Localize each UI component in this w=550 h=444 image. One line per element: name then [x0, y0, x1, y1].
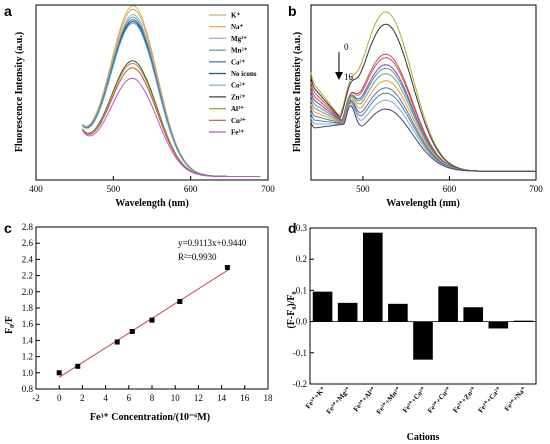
panel-c-xtick-label: 6	[127, 393, 132, 403]
panel-a-xtick-label: 600	[184, 184, 198, 194]
panel-d-bar	[438, 286, 458, 322]
panel-c-xtick-label: 2	[80, 393, 85, 403]
panel-c-data-point	[149, 317, 155, 323]
panel-c-data-point	[129, 328, 135, 334]
panel-c-ytick-label: 1.2	[22, 352, 33, 362]
panel-c-ytick-label: 2.6	[22, 238, 34, 248]
panel-a-legend-label: Mn²⁺	[231, 47, 248, 55]
panel-c-ylabel: F₀/F	[4, 316, 15, 334]
panel-b-label: b	[288, 3, 297, 19]
panel-b-ylabel: Fluorescence Intensity (a.u.)	[292, 32, 303, 152]
panel-a-ylabel: Fluorescence Intensity (a.u.)	[14, 32, 25, 152]
panel-c-xtick-label: 18	[264, 393, 274, 403]
panel-a-legend-label: K⁺	[231, 12, 240, 20]
panel-c-xtick-label: 10	[171, 393, 181, 403]
panel-b-xtick-label: 500	[356, 184, 370, 194]
panel-c-data-point	[75, 363, 81, 369]
panel-c-ytick-label: 0.8	[22, 384, 34, 394]
panel-c-points	[56, 265, 230, 376]
panel-b-arrow-bottom-label: 16	[344, 72, 354, 82]
panel-d-bar	[463, 307, 484, 322]
panel-d-ytick-label: 0.2	[296, 254, 307, 264]
panel-c-xtick-label: 16	[240, 393, 250, 403]
panel-d-bars	[312, 232, 534, 360]
panel-c-ticks: -2 0 2 4 6 8 10 12 14 16 18 0.8 1.0 1.2 1.4 1.6 1.8 2.0 2.…	[22, 222, 273, 403]
panel-d-ytick-label: 0.1	[296, 285, 307, 295]
panel-d-xlabel: Cations	[407, 432, 440, 443]
panel-a-ticks: 400 500 600 700	[29, 176, 275, 194]
panel-d-bar	[337, 302, 358, 322]
panel-c-ytick-label: 1.8	[22, 303, 34, 313]
panel-a-legend-label: Al³⁺	[231, 105, 244, 113]
panel-c-xtick-label: 14	[217, 393, 227, 403]
panel-a-curves	[81, 5, 261, 177]
panel-c-ytick-label: 1.4	[22, 335, 34, 345]
panel-d-ytick-label: -0.2	[293, 379, 307, 389]
panel-b-series-line	[310, 104, 536, 172]
panel-c-data-point	[177, 299, 183, 305]
panel-a-legend-label: Zn²⁺	[231, 93, 246, 101]
panel-a-frame	[35, 4, 269, 181]
panel-c-xtick-label: 8	[150, 393, 155, 403]
panel-a-legend-label: Cu²⁺	[231, 117, 246, 125]
panel-c-xtick-label: 12	[194, 393, 203, 403]
panel-d-bar	[312, 291, 333, 322]
panel-d-ytick-label: -0.1	[293, 348, 307, 358]
panel-a-legend-label: Ca²⁺	[231, 58, 246, 66]
panel-d-label: d	[288, 220, 297, 236]
panel-c-r-squared: R²=0.9930	[178, 252, 217, 262]
panel-d-bar	[362, 232, 383, 322]
panel-a-series-line	[81, 77, 261, 177]
panel-b: b Fluorescence Intensity (a.u.) 500 600 70…	[288, 3, 543, 209]
panel-d-bar	[388, 303, 408, 322]
panel-a: a Fluorescence Intensity (a.u.) 400 500 60…	[4, 3, 275, 209]
panel-c-xtick-label: -2	[32, 393, 40, 403]
panel-c-xlabel: Fe³⁺ Concentration/(10⁻⁶M)	[90, 412, 210, 423]
panel-c-ytick-label: 2.0	[22, 287, 34, 297]
panel-a-xtick-label: 400	[29, 184, 43, 194]
panel-d-frame	[309, 227, 537, 385]
panel-d-bar	[513, 320, 534, 322]
panel-a-label: a	[4, 3, 12, 19]
panel-b-arrowhead	[335, 72, 343, 80]
panel-a-legend-label: Fe³⁺	[231, 129, 244, 137]
panel-c-data-point	[56, 370, 62, 376]
panel-d-bar	[413, 321, 433, 360]
panel-c-data-point	[224, 265, 230, 270]
panel-a-legend-label: Na⁺	[231, 23, 244, 31]
panel-c-ytick-label: 1.6	[22, 319, 34, 329]
panel-c-ytick-label: 2.8	[22, 222, 34, 232]
panel-a-legend: K⁺ Na⁺ Mg²⁺ Mn²⁺ Ca²⁺ No icons Co²⁺ Zn²⁺ Al³⁺ Cu²…	[209, 12, 257, 137]
panel-b-curves	[310, 11, 536, 172]
panel-b-arrow-top-label: 0	[344, 42, 349, 52]
panel-c-fit-line	[58, 269, 229, 378]
panel-a-legend-label: Mg²⁺	[231, 35, 247, 43]
panel-a-xtick-label: 500	[107, 184, 121, 194]
panel-c-xtick-label: 4	[103, 393, 108, 403]
panel-c-xtick-label: 0	[57, 393, 62, 403]
panel-d-ylabel: (F-F₀)/F₀	[286, 291, 297, 328]
panel-d-ytick-label: 0.0	[296, 317, 308, 327]
panel-a-xtick-label: 700	[261, 184, 275, 194]
panel-a-legend-label: Co²⁺	[231, 82, 246, 90]
panel-c-data-point	[114, 339, 120, 345]
panel-d-bar	[488, 321, 509, 329]
panel-b-xlabel: Wavelength (nm)	[386, 198, 460, 209]
panel-d-ytick-label: 0.3	[296, 223, 308, 233]
panel-a-legend-label: No icons	[231, 70, 257, 78]
panel-c-ytick-label: 2.2	[22, 271, 33, 281]
panel-c-label: c	[4, 220, 12, 236]
panel-c-equation: y=0.9113x+0.9440	[178, 238, 247, 248]
panel-b-xtick-label: 600	[443, 184, 457, 194]
panel-b-xtick-label: 700	[529, 184, 543, 194]
panel-b-ticks: 500 600 700	[356, 176, 543, 194]
panel-a-xlabel: Wavelength (nm)	[115, 198, 189, 209]
panel-c: c F₀/F -2 0 2 4 6 8 10 12 14 16 18 0.8 1.0 1.2 1.4 1.6 1…	[4, 220, 273, 423]
panel-c-ytick-label: 1.0	[22, 368, 34, 378]
panel-c-ytick-label: 2.4	[22, 254, 34, 264]
